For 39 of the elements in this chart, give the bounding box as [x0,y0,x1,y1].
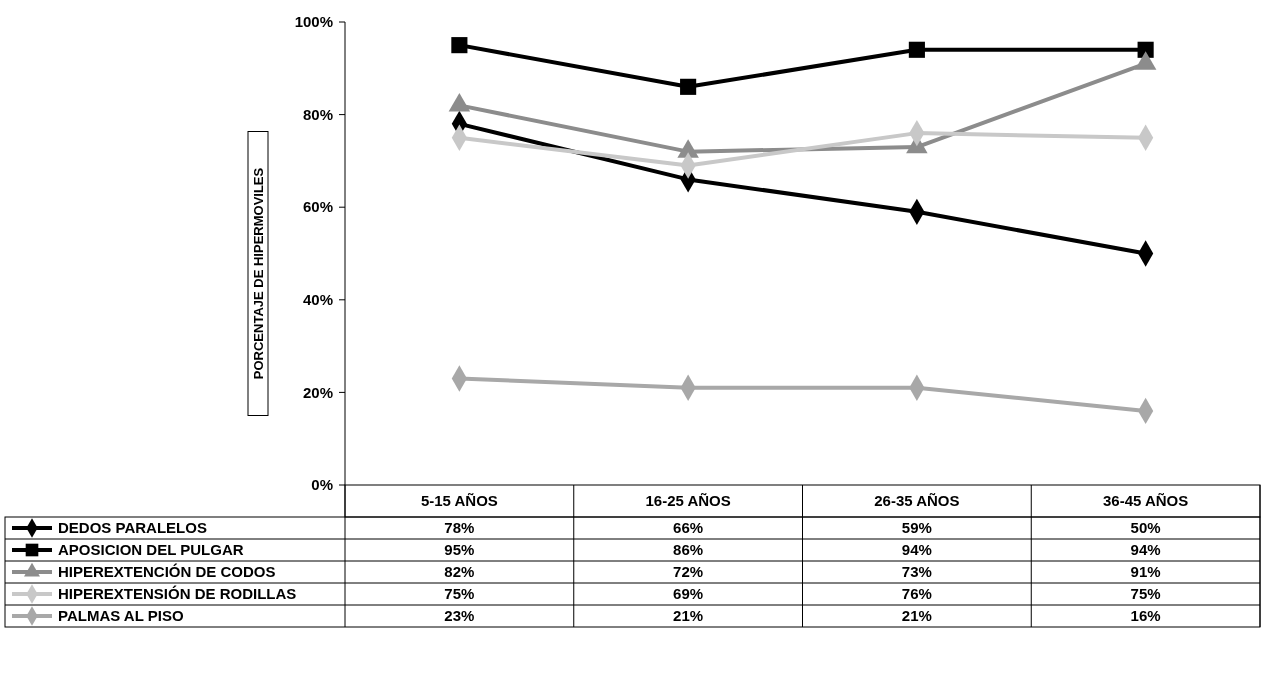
point [680,78,697,95]
legend-label: APOSICION DEL PULGAR [58,541,244,559]
data-label: 23% [444,607,475,625]
data-label: 91% [1130,563,1161,581]
y-axis-title: PORCENTAJE DE HIPERMOVILES [250,167,266,380]
y-tick-label: 80% [302,105,333,123]
y-tick-label: 100% [294,13,333,31]
data-label: 72% [673,563,704,581]
data-label: 94% [1130,541,1161,559]
x-tick-label: 26-35 AÑOS [874,492,960,510]
data-label: 86% [673,541,704,559]
data-label: 75% [444,585,475,603]
x-tick-label: 36-45 AÑOS [1102,492,1189,510]
data-label: 75% [1130,585,1161,603]
y-tick-label: 0% [311,476,333,494]
x-tick-label: 5-15 AÑOS [420,492,498,510]
data-label: 16% [1130,607,1161,625]
data-label: 78% [444,519,475,537]
data-label: 21% [901,607,932,625]
legend-label: HIPEREXTENCIÓN DE CODOS [58,563,276,581]
data-label: 59% [901,519,932,537]
data-label: 50% [1130,519,1161,537]
point [908,41,925,58]
y-tick-label: 20% [302,383,333,401]
x-tick-label: 16-25 AÑOS [645,492,731,510]
data-label: 73% [901,563,932,581]
point [451,37,468,54]
data-label: 94% [901,541,932,559]
y-tick-label: 60% [302,198,333,216]
legend-label: DEDOS PARALELOS [58,519,207,537]
legend-label: HIPEREXTENSIÓN DE RODILLAS [58,585,297,603]
data-label: 66% [673,519,704,537]
data-label: 95% [444,541,475,559]
data-label: 76% [901,585,932,603]
data-label: 82% [444,563,475,581]
data-label: 69% [673,585,704,603]
y-tick-label: 40% [302,291,333,309]
legend-label: PALMAS AL PISO [58,607,184,625]
data-label: 21% [673,607,704,625]
